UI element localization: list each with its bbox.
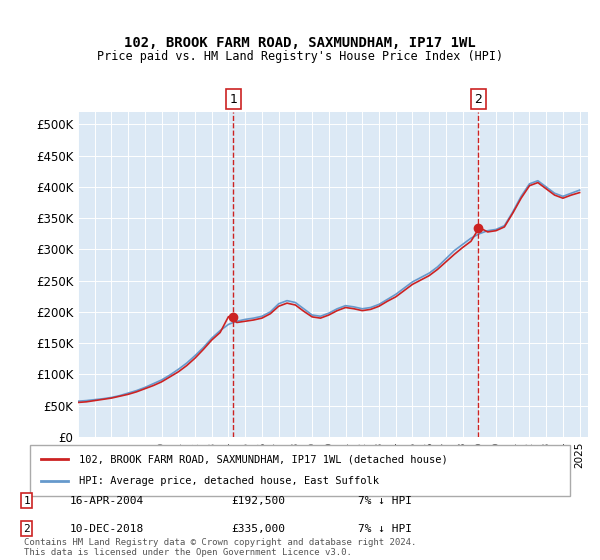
Text: 7% ↓ HPI: 7% ↓ HPI <box>358 496 412 506</box>
Text: £192,500: £192,500 <box>231 496 285 506</box>
Text: 16-APR-2004: 16-APR-2004 <box>70 496 144 506</box>
Text: 1: 1 <box>229 92 237 105</box>
Text: £335,000: £335,000 <box>231 524 285 534</box>
Text: HPI: Average price, detached house, East Suffolk: HPI: Average price, detached house, East… <box>79 477 379 487</box>
Text: 2: 2 <box>23 524 30 534</box>
Text: 10-DEC-2018: 10-DEC-2018 <box>70 524 144 534</box>
Text: 102, BROOK FARM ROAD, SAXMUNDHAM, IP17 1WL (detached house): 102, BROOK FARM ROAD, SAXMUNDHAM, IP17 1… <box>79 454 448 464</box>
Text: 2: 2 <box>475 92 482 105</box>
Text: Price paid vs. HM Land Registry's House Price Index (HPI): Price paid vs. HM Land Registry's House … <box>97 50 503 63</box>
Text: 102, BROOK FARM ROAD, SAXMUNDHAM, IP17 1WL: 102, BROOK FARM ROAD, SAXMUNDHAM, IP17 1… <box>124 36 476 50</box>
Text: 1: 1 <box>23 496 30 506</box>
Text: 7% ↓ HPI: 7% ↓ HPI <box>358 524 412 534</box>
Text: Contains HM Land Registry data © Crown copyright and database right 2024.
This d: Contains HM Land Registry data © Crown c… <box>24 538 416 557</box>
FancyBboxPatch shape <box>30 445 570 496</box>
